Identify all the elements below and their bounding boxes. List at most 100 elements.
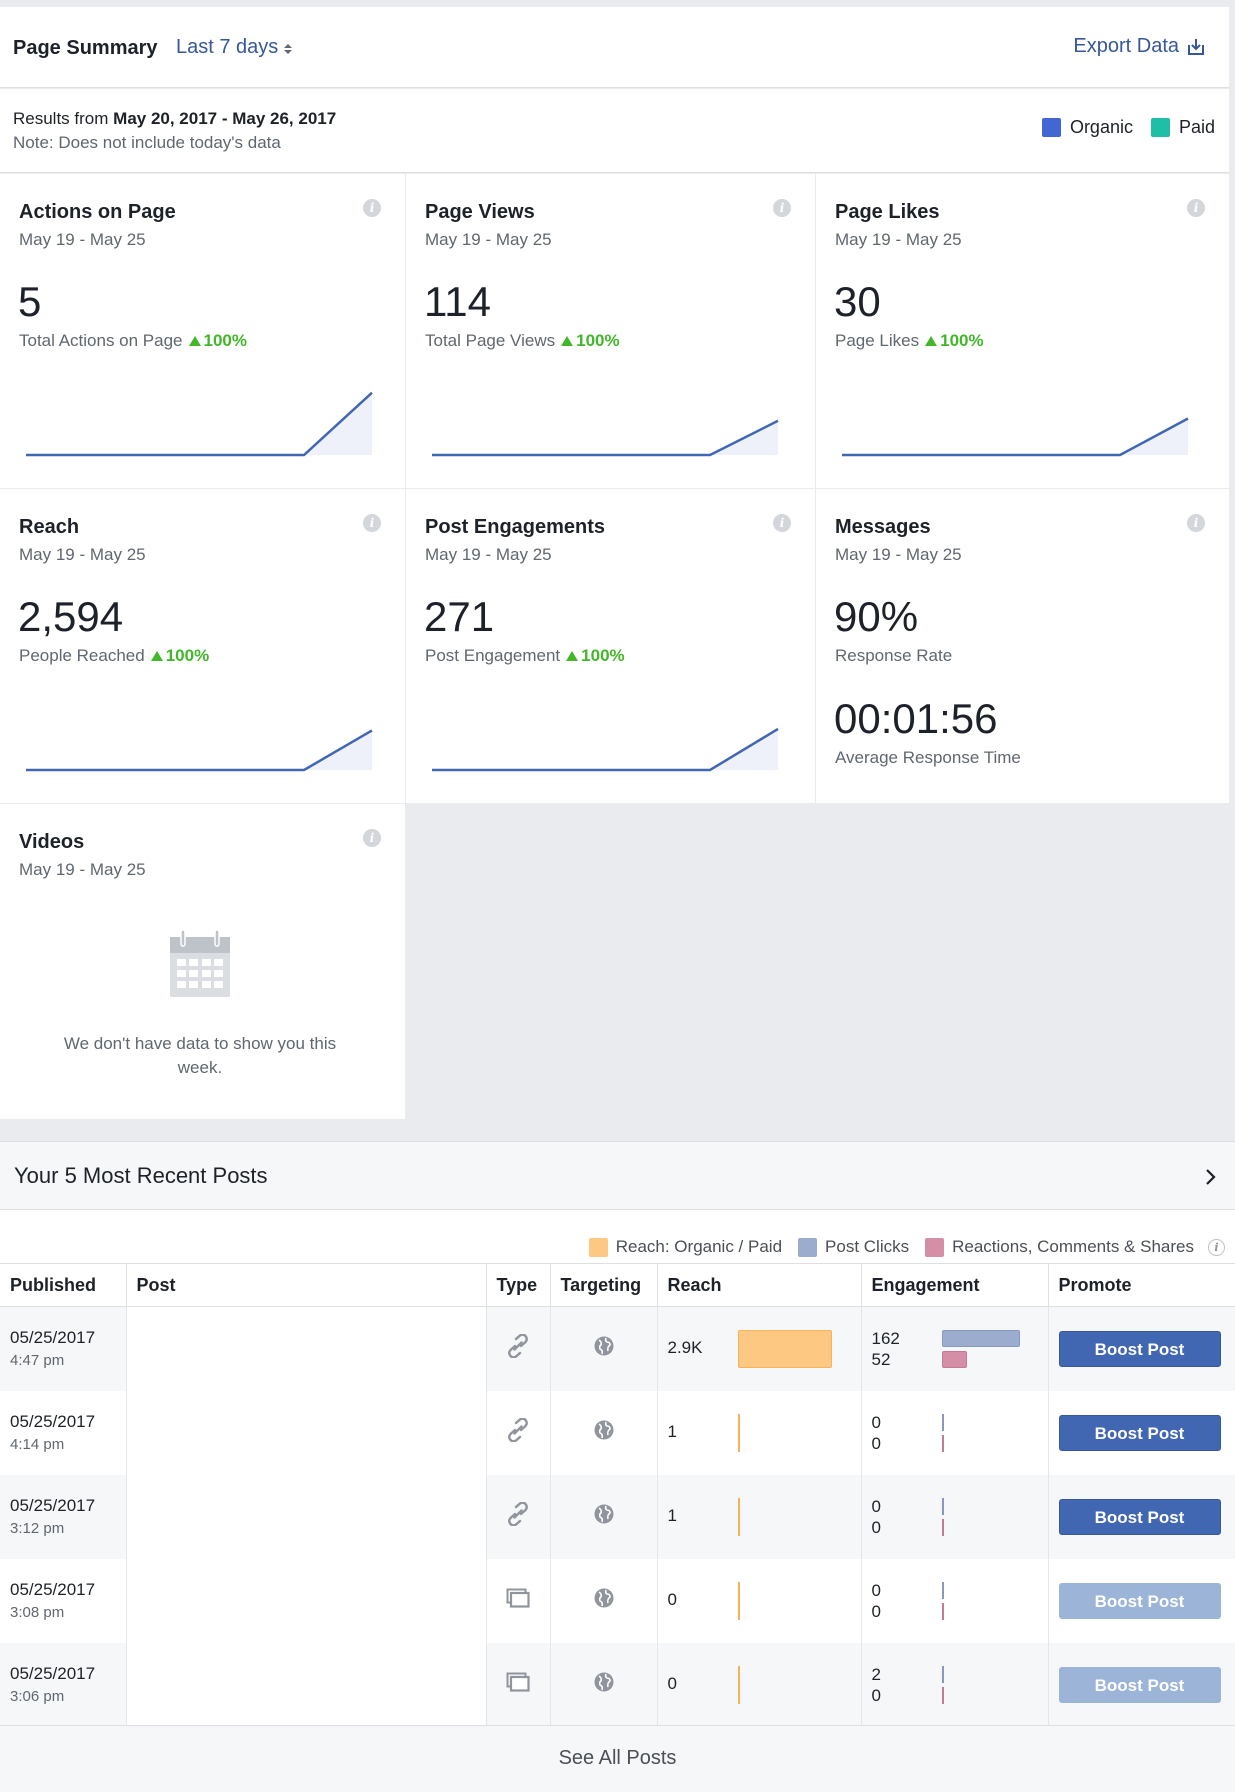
reactions-value: 0: [871, 1601, 881, 1621]
globe-icon: [594, 1588, 614, 1612]
boost-post-button[interactable]: Boost Post: [1058, 1498, 1221, 1535]
card-value: 114: [424, 278, 491, 325]
sparkline-line: [432, 727, 779, 772]
legend-paid-label: Paid: [1178, 117, 1215, 137]
card-subtitle: Total Actions on Page 100%: [19, 331, 247, 351]
info-icon[interactable]: i: [363, 199, 381, 217]
card-title: Page Likes: [835, 201, 940, 223]
post-clicks-bar: [941, 1497, 944, 1515]
published-cell: 05/25/2017 4:47 pm: [0, 1306, 127, 1391]
post-cell[interactable]: [126, 1390, 487, 1475]
targeting-cell: [550, 1474, 658, 1559]
export-data-button[interactable]: Export Data: [1073, 35, 1205, 58]
reactions-value: 0: [871, 1517, 881, 1537]
page-summary-header: Page Summary Last 7 days Export Data: [0, 7, 1229, 88]
table-row[interactable]: 05/25/2017 3:08 pm 0 0 0 Boost Post: [0, 1558, 1235, 1643]
card-sub-label: People Reached: [19, 646, 145, 665]
published-time: 3:06 pm: [10, 1688, 65, 1705]
engagement-cell: 162 52: [861, 1306, 1049, 1391]
legend-reach: Reach: Organic / Paid: [588, 1237, 783, 1257]
post-cell[interactable]: [126, 1474, 487, 1559]
card-videos[interactable]: Videos May 19 - May 25 i We don't have d…: [0, 804, 405, 1119]
recent-posts-body: Reach: Organic / Paid Post Clicks Reacti…: [0, 1210, 1235, 1792]
card-date: May 19 - May 25: [835, 545, 962, 564]
card-reach[interactable]: Reach May 19 - May 25 i 2,594 People Rea…: [0, 489, 405, 803]
published-date: 05/25/2017: [10, 1580, 96, 1599]
change-value: 100%: [165, 646, 210, 665]
col-reach[interactable]: Reach: [657, 1263, 862, 1307]
post-clicks-value: 0: [871, 1412, 881, 1432]
post-clicks-bar: [941, 1329, 1020, 1347]
engagement-bars: [941, 1329, 1020, 1368]
post-cell[interactable]: [126, 1306, 487, 1391]
col-published[interactable]: Published: [0, 1263, 127, 1307]
card-post-engagements[interactable]: Post Engagements May 19 - May 25 i 271 P…: [406, 489, 815, 803]
info-icon[interactable]: i: [773, 199, 791, 217]
reach-swatch: [588, 1237, 608, 1257]
legend-organic: Organic: [1041, 117, 1133, 138]
sparkline: [842, 417, 1189, 457]
table-row[interactable]: 05/25/2017 4:14 pm 1 0 0 Boost Post: [0, 1390, 1235, 1475]
col-engagement[interactable]: Engagement: [861, 1263, 1049, 1307]
published-date: 05/25/2017: [10, 1412, 96, 1431]
info-icon[interactable]: i: [1187, 199, 1205, 217]
type-cell: [486, 1306, 551, 1391]
col-promote[interactable]: Promote: [1048, 1263, 1235, 1307]
table-row[interactable]: 05/25/2017 3:12 pm 1 0 0 Boost Post: [0, 1474, 1235, 1559]
post-cell[interactable]: [126, 1558, 487, 1643]
globe-icon: [594, 1420, 614, 1444]
promote-cell: Boost Post: [1048, 1558, 1235, 1643]
see-all-posts-link[interactable]: See All Posts: [0, 1725, 1235, 1792]
card-page-views[interactable]: Page Views May 19 - May 25 i 114 Total P…: [406, 174, 815, 488]
up-arrow-icon: [566, 651, 579, 661]
info-icon[interactable]: i: [363, 829, 381, 847]
col-targeting[interactable]: Targeting: [550, 1263, 658, 1307]
type-cell: [486, 1642, 551, 1727]
empty-state-text: We don't have data to show you this week…: [63, 1034, 337, 1077]
boost-post-button[interactable]: Boost Post: [1058, 1666, 1221, 1703]
card-title: Post Engagements: [425, 516, 606, 538]
album-icon: [506, 1588, 530, 1612]
table-row[interactable]: 05/25/2017 3:06 pm 0 2 0 Boost Post: [0, 1642, 1235, 1727]
card-value: 5: [18, 278, 42, 325]
card-messages[interactable]: Messages May 19 - May 25 i 90% Response …: [816, 489, 1229, 803]
info-icon[interactable]: i: [773, 514, 791, 532]
recent-posts-header[interactable]: Your 5 Most Recent Posts: [0, 1141, 1235, 1210]
card-value: 2,594: [18, 593, 124, 640]
boost-post-button[interactable]: Boost Post: [1058, 1414, 1221, 1451]
card-actions-on-page[interactable]: Actions on Page May 19 - May 25 i 5 Tota…: [0, 174, 405, 488]
col-type[interactable]: Type: [486, 1263, 551, 1307]
post-clicks-value: 162: [871, 1328, 900, 1348]
boost-post-button[interactable]: Boost Post: [1058, 1330, 1221, 1367]
globe-icon: [594, 1504, 614, 1528]
table-row[interactable]: 05/25/2017 4:47 pm 2.9K 162 52 Boost Post: [0, 1306, 1235, 1391]
recent-posts-title: Your 5 Most Recent Posts: [14, 1163, 268, 1188]
col-post[interactable]: Post: [126, 1263, 487, 1307]
card-title: Page Views: [425, 201, 535, 223]
card-page-likes[interactable]: Page Likes May 19 - May 25 i 30 Page Lik…: [816, 174, 1229, 488]
sparkline-line: [26, 391, 373, 457]
legend-paid: Paid: [1150, 117, 1215, 138]
reactions-value: 0: [871, 1685, 881, 1705]
published-cell: 05/25/2017 3:12 pm: [0, 1474, 127, 1559]
posts-legend: Reach: Organic / Paid Post Clicks Reacti…: [579, 1237, 1225, 1257]
info-icon[interactable]: i: [1187, 514, 1205, 532]
info-icon[interactable]: i: [363, 514, 381, 532]
reactions-value: 0: [871, 1433, 881, 1453]
chevron-right-icon[interactable]: [1205, 1166, 1217, 1192]
post-cell[interactable]: [126, 1642, 487, 1727]
legend-reach-label: Reach: Organic / Paid: [615, 1237, 783, 1256]
up-arrow-icon: [150, 651, 163, 661]
reach-value: 0: [667, 1589, 677, 1609]
type-cell: [486, 1558, 551, 1643]
card-date: May 19 - May 25: [425, 545, 552, 564]
engagement-values: 162 52: [872, 1328, 942, 1370]
boost-post-button[interactable]: Boost Post: [1058, 1582, 1221, 1619]
reach-cell: 2.9K: [657, 1306, 862, 1391]
reactions-swatch: [925, 1237, 945, 1257]
table-header-row: Published Post Type Targeting Reach Enga…: [0, 1263, 1235, 1307]
date-range-select[interactable]: Last 7 days: [176, 36, 293, 59]
info-icon[interactable]: i: [1208, 1238, 1225, 1256]
